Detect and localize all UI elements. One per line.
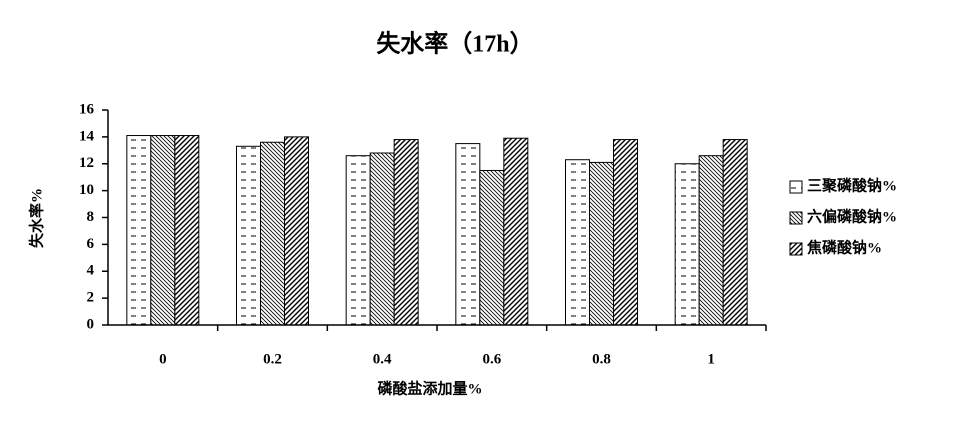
x-tick-label: 0	[159, 351, 167, 367]
bar	[722, 139, 748, 326]
x-tick-label: 0.8	[592, 351, 611, 367]
bar	[126, 135, 152, 326]
bar	[345, 155, 371, 326]
bar	[698, 155, 724, 326]
bar	[589, 161, 614, 326]
bar	[393, 139, 419, 326]
bar	[503, 137, 529, 326]
x-axis-title: 磷酸盐添加量%	[377, 379, 482, 397]
bar	[150, 135, 176, 326]
chart-title: 失水率（17h）	[376, 30, 533, 58]
y-tick-label: 14	[79, 128, 95, 144]
x-tick-label: 0.2	[263, 351, 282, 367]
y-tick-label: 0	[87, 316, 95, 332]
y-tick-label: 10	[79, 182, 94, 198]
legend-swatch	[789, 211, 803, 225]
bar	[565, 159, 590, 326]
y-tick-label: 12	[79, 155, 94, 171]
y-tick-label: 8	[87, 209, 95, 225]
x-tick-label: 0.6	[482, 351, 501, 367]
bar	[260, 141, 285, 326]
legend-swatch	[789, 180, 803, 194]
bar	[284, 136, 309, 326]
y-tick-label: 6	[87, 236, 95, 252]
y-axis-title: 失水率%	[27, 188, 45, 248]
bar	[369, 152, 395, 326]
legend-label: 三聚磷酸钠%	[807, 176, 897, 194]
y-tick-label: 2	[87, 290, 95, 306]
legend-swatch	[789, 242, 803, 256]
y-tick-label: 16	[79, 101, 95, 117]
bar	[174, 135, 200, 326]
bar	[236, 145, 261, 326]
bar	[674, 163, 700, 326]
bar	[479, 169, 505, 326]
x-tick-label: 0.4	[373, 351, 392, 367]
legend-label: 六偏磷酸钠%	[807, 207, 897, 225]
bar	[613, 139, 638, 326]
bar	[455, 143, 481, 326]
y-tick-label: 4	[87, 263, 95, 279]
x-tick-label: 1	[707, 351, 715, 367]
legend-label: 焦磷酸钠%	[806, 238, 882, 256]
